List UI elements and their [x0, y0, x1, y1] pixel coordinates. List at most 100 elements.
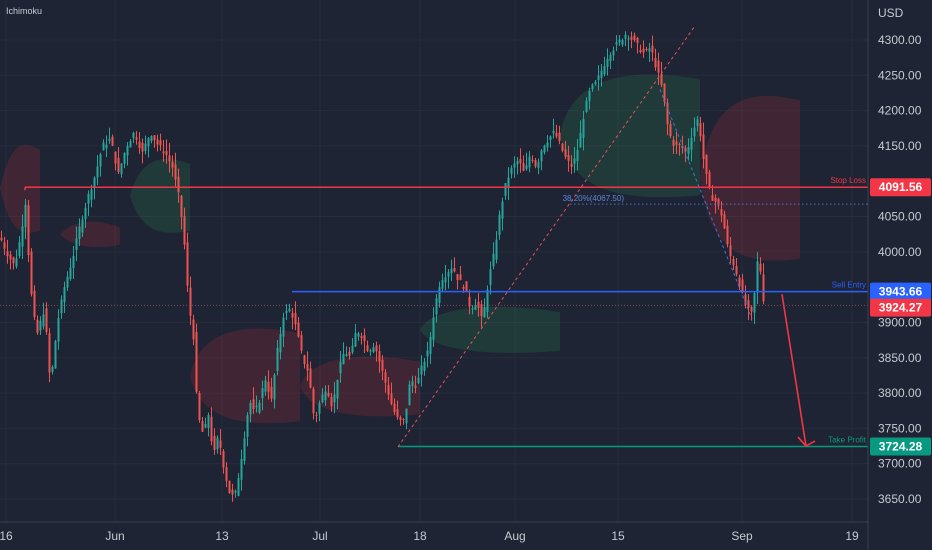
candle-body	[273, 374, 276, 400]
candle-body	[732, 259, 735, 266]
candle-body	[213, 435, 216, 450]
candle-body	[441, 280, 444, 289]
candle-body	[210, 416, 213, 442]
candle-body	[747, 300, 750, 308]
candle-body	[267, 382, 270, 392]
candle-body	[702, 134, 705, 160]
candle-body	[519, 158, 522, 164]
candle-body	[9, 254, 12, 260]
candle-body	[477, 301, 480, 308]
candle-body	[690, 137, 693, 150]
candle-body	[102, 142, 105, 151]
candle-body	[297, 322, 300, 337]
candle-body	[33, 290, 36, 318]
candle-body	[372, 347, 375, 352]
candle-body	[609, 54, 612, 62]
candle-body	[300, 335, 303, 351]
candle-body	[465, 281, 468, 292]
candle-body	[327, 392, 330, 397]
level-name-label: Take Profit	[828, 436, 867, 445]
candle-body	[699, 123, 702, 137]
candle-body	[177, 176, 180, 193]
candle-body	[534, 160, 537, 167]
candle-body	[630, 36, 633, 40]
candle-body	[330, 396, 333, 407]
candle-body	[0, 237, 3, 241]
candle-body	[165, 150, 168, 156]
candle-body	[291, 312, 294, 318]
candle-body	[270, 386, 273, 399]
candle-body	[378, 351, 381, 362]
candle-body	[288, 308, 291, 312]
indicator-label[interactable]: Ichimoku	[6, 6, 43, 16]
candle-body	[693, 127, 696, 137]
candle-body	[726, 225, 729, 245]
candle-body	[762, 274, 765, 302]
candle-body	[663, 83, 666, 102]
candle-body	[51, 366, 54, 372]
candle-body	[159, 140, 162, 146]
candle-body	[234, 490, 237, 493]
x-tick-label: Sep	[731, 529, 753, 543]
candle-body	[429, 337, 432, 354]
candle-body	[36, 319, 39, 333]
candle-body	[66, 276, 69, 288]
candle-body	[303, 355, 306, 365]
price-tag	[870, 282, 931, 301]
candle-body	[225, 467, 228, 481]
candle-body	[579, 132, 582, 148]
candle-body	[483, 307, 486, 318]
candle-body	[315, 414, 318, 416]
candle-body	[624, 34, 627, 39]
candle-body	[423, 361, 426, 371]
candle-body	[135, 137, 138, 140]
price-tag	[870, 298, 931, 317]
candle-body	[684, 147, 687, 152]
candle-body	[561, 143, 564, 151]
candle-body	[753, 293, 756, 313]
candle-body	[444, 277, 447, 283]
candle-body	[366, 345, 369, 351]
candle-body	[219, 440, 222, 448]
candle-body	[705, 154, 708, 174]
candle-body	[552, 130, 555, 134]
candle-body	[417, 377, 420, 383]
candle-body	[42, 314, 45, 327]
candle-body	[645, 49, 648, 51]
candle-body	[402, 418, 405, 420]
candle-body	[432, 317, 435, 340]
candle-body	[222, 451, 225, 468]
candle-body	[63, 287, 66, 303]
candle-body	[147, 137, 150, 147]
candle-body	[306, 363, 309, 371]
candle-body	[447, 272, 450, 277]
candle-body	[543, 145, 546, 153]
y-tick-label: 4000.00	[878, 245, 922, 259]
candle-body	[279, 334, 282, 353]
candle-body	[651, 45, 654, 53]
candle-body	[510, 167, 513, 175]
candle-body	[123, 153, 126, 164]
candle-body	[612, 50, 615, 56]
candle-body	[180, 195, 183, 217]
candle-body	[39, 320, 42, 331]
candle-body	[261, 388, 264, 399]
candle-body	[345, 354, 348, 357]
candle-body	[516, 160, 519, 165]
candle-body	[456, 274, 459, 281]
candle-body	[399, 416, 402, 420]
y-tick-label: 4150.00	[878, 139, 922, 153]
candle-body	[12, 257, 15, 264]
candle-body	[336, 379, 339, 399]
candle-body	[681, 145, 684, 149]
candle-body	[90, 189, 93, 200]
candle-body	[168, 155, 171, 162]
candle-body	[309, 368, 312, 388]
candle-body	[216, 437, 219, 450]
candle-body	[486, 289, 489, 312]
candle-body	[390, 393, 393, 404]
candle-body	[750, 306, 753, 312]
cloud-red	[60, 221, 120, 248]
candle-body	[582, 119, 585, 138]
